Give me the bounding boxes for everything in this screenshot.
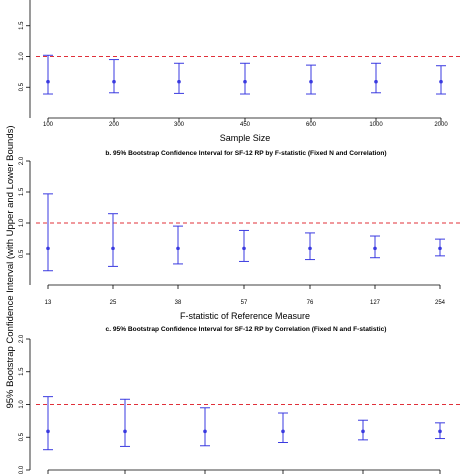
panel-2: b. 95% Bootstrap Confidence Interval for… bbox=[19, 150, 460, 321]
interval-7 bbox=[435, 238, 445, 257]
estimate-point bbox=[243, 79, 247, 84]
interval-1 bbox=[43, 54, 53, 95]
y-tick-label: 1.0 bbox=[19, 218, 25, 227]
estimate-point bbox=[308, 246, 312, 251]
y-tick-label: 1.5 bbox=[19, 21, 25, 30]
y-tick-label: 2.0 bbox=[19, 156, 25, 165]
x-tick-label: 100 bbox=[43, 122, 54, 128]
estimate-point bbox=[203, 429, 207, 434]
y-tick-label: 0.5 bbox=[19, 432, 25, 441]
x-tick-label: 25 bbox=[110, 300, 117, 306]
estimate-point bbox=[111, 246, 115, 251]
interval-3 bbox=[173, 225, 183, 265]
x-tick-label: 127 bbox=[370, 300, 381, 306]
x-tick-label: 13 bbox=[45, 300, 52, 306]
y-tick-label: 0.0 bbox=[19, 465, 25, 474]
interval-1 bbox=[43, 396, 53, 451]
interval-6 bbox=[435, 422, 445, 440]
estimate-point bbox=[176, 246, 180, 251]
estimate-point bbox=[309, 79, 313, 84]
interval-1 bbox=[43, 193, 53, 272]
estimate-point bbox=[373, 246, 377, 251]
estimate-point bbox=[123, 429, 127, 434]
estimate-point bbox=[438, 429, 442, 434]
x-tick-label: 200 bbox=[109, 122, 120, 128]
interval-2 bbox=[109, 59, 119, 94]
estimate-point bbox=[374, 79, 378, 84]
y-tick-label: 1.5 bbox=[19, 187, 25, 196]
interval-4 bbox=[240, 62, 250, 95]
interval-6 bbox=[371, 62, 381, 94]
estimate-point bbox=[361, 429, 365, 434]
panel-3: c. 95% Bootstrap Confidence Interval for… bbox=[19, 326, 460, 474]
x-tick-label: 1000 bbox=[369, 122, 383, 128]
y-tick-label: 1.0 bbox=[19, 52, 25, 61]
interval-2 bbox=[108, 213, 118, 267]
estimate-point bbox=[177, 79, 181, 84]
panel-1: 0.5 1.0 1.5 100 200 300 450 600 1000 2000 Sample S… bbox=[19, 0, 460, 143]
x-tick-label: 2000 bbox=[434, 122, 448, 128]
interval-4 bbox=[278, 412, 288, 443]
x-tick-label: 38 bbox=[175, 300, 182, 306]
panel-title: b. 95% Bootstrap Confidence Interval for… bbox=[105, 150, 386, 157]
estimate-point bbox=[46, 246, 50, 251]
interval-3 bbox=[174, 62, 184, 94]
x-tick-label: 254 bbox=[435, 300, 446, 306]
interval-4 bbox=[239, 229, 249, 262]
estimate-point bbox=[438, 246, 442, 251]
estimate-point bbox=[46, 429, 50, 434]
y-tick-label: 2.0 bbox=[19, 334, 25, 343]
interval-5 bbox=[305, 232, 315, 261]
interval-2 bbox=[120, 398, 130, 447]
y-tick-label: 1.5 bbox=[19, 367, 25, 376]
interval-6 bbox=[370, 235, 380, 259]
x-tick-label: 600 bbox=[306, 122, 317, 128]
estimate-point bbox=[281, 429, 285, 434]
interval-5 bbox=[306, 64, 316, 95]
shared-y-axis-label: 95% Bootstrap Confidence Interval (with … bbox=[5, 125, 16, 408]
x-axis-label: Sample Size bbox=[220, 133, 271, 143]
y-tick-label: 1.0 bbox=[19, 400, 25, 409]
interval-3 bbox=[200, 407, 210, 447]
x-tick-label: 76 bbox=[307, 300, 314, 306]
estimate-point bbox=[112, 79, 116, 84]
x-tick-label: 450 bbox=[240, 122, 251, 128]
y-tick-label: 0.5 bbox=[19, 82, 25, 91]
estimate-point bbox=[242, 246, 246, 251]
panel-title: c. 95% Bootstrap Confidence Interval for… bbox=[106, 326, 387, 333]
x-tick-label: 57 bbox=[241, 300, 248, 306]
estimate-point bbox=[439, 79, 443, 84]
y-tick-label: 0.5 bbox=[19, 249, 25, 258]
interval-5 bbox=[358, 419, 368, 441]
x-axis-label: F-statistic of Reference Measure bbox=[180, 311, 310, 321]
estimate-point bbox=[46, 79, 50, 84]
interval-7 bbox=[436, 65, 446, 95]
x-tick-label: 300 bbox=[174, 122, 185, 128]
